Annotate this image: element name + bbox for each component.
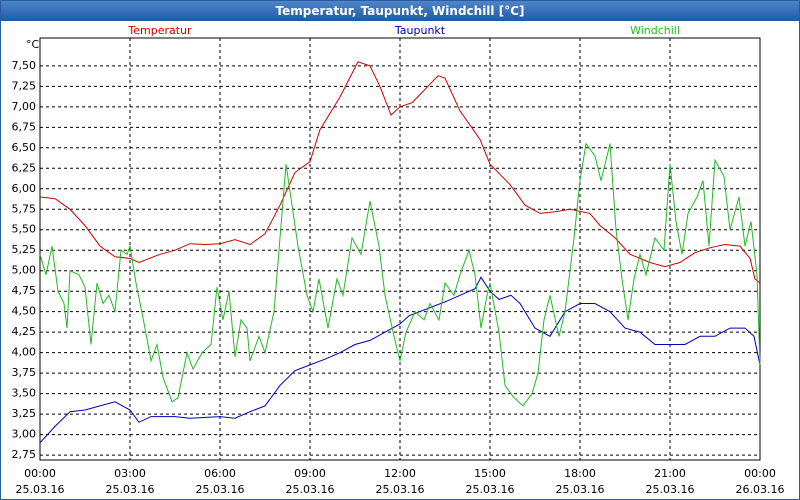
y-tick-label: 7,25 [12, 79, 37, 92]
y-tick-label: 7,00 [12, 100, 37, 113]
y-tick-label: 5,25 [12, 243, 37, 256]
x-tick-label: 15:00 [474, 467, 506, 480]
y-tick-label: 6,75 [12, 120, 37, 133]
x-tick-label: 12:00 [384, 467, 416, 480]
y-tick-label: 4,00 [12, 346, 37, 359]
y-tick-label: 3,50 [12, 387, 37, 400]
x-tick-label: 09:00 [294, 467, 326, 480]
series-line [39, 276, 761, 444]
legend-entry: Taupunkt [394, 24, 446, 37]
y-tick-label: 5,00 [12, 264, 37, 277]
x-tick-date: 25.03.16 [16, 483, 65, 496]
x-tick-label: 21:00 [654, 467, 686, 480]
x-tick-date: 25.03.16 [556, 483, 605, 496]
x-tick-date: 25.03.16 [466, 483, 515, 496]
legend-entry: Windchill [630, 24, 680, 37]
x-tick-date: 25.03.16 [106, 483, 155, 496]
y-tick-label: 2,75 [12, 448, 37, 461]
x-tick-label: 03:00 [114, 467, 146, 480]
x-tick-date: 25.03.16 [286, 483, 335, 496]
legend-entry: Temperatur [127, 24, 192, 37]
x-tick-label: 18:00 [564, 467, 596, 480]
x-tick-label: 00:00 [744, 467, 776, 480]
x-tick-label: 06:00 [204, 467, 236, 480]
y-tick-label: 6,50 [12, 141, 37, 154]
y-tick-label: 3,00 [12, 428, 37, 441]
y-tick-label: 5,75 [12, 202, 37, 215]
x-tick-date: 25.03.16 [646, 483, 695, 496]
plot-frame [39, 37, 761, 461]
y-tick-label: 4,25 [12, 325, 37, 338]
y-tick-label: 6,00 [12, 182, 37, 195]
x-tick-date: 26.03.16 [736, 483, 785, 496]
y-tick-label: 6,25 [12, 161, 37, 174]
chart: °C 2,75 3,00 3,25 3,50 3,75 4,00 4,25 4,50 4,75 5… [12, 24, 785, 496]
title-bar: Temperatur, Taupunkt, Windchill [°C] [1, 1, 799, 21]
y-tick-label: 3,25 [12, 407, 37, 420]
y-tick-label: 7,50 [12, 59, 37, 72]
series-line [39, 61, 761, 284]
x-tick-date: 25.03.16 [376, 483, 425, 496]
series-line [39, 142, 761, 407]
y-tick-label: 5,50 [12, 223, 37, 236]
y-tick-label: 4,50 [12, 305, 37, 318]
x-tick-label: 00:00 [24, 467, 56, 480]
y-tick-label: 3,75 [12, 366, 37, 379]
x-tick-date: 25.03.16 [196, 483, 245, 496]
y-unit: °C [26, 38, 40, 51]
y-tick-label: 4,75 [12, 284, 37, 297]
